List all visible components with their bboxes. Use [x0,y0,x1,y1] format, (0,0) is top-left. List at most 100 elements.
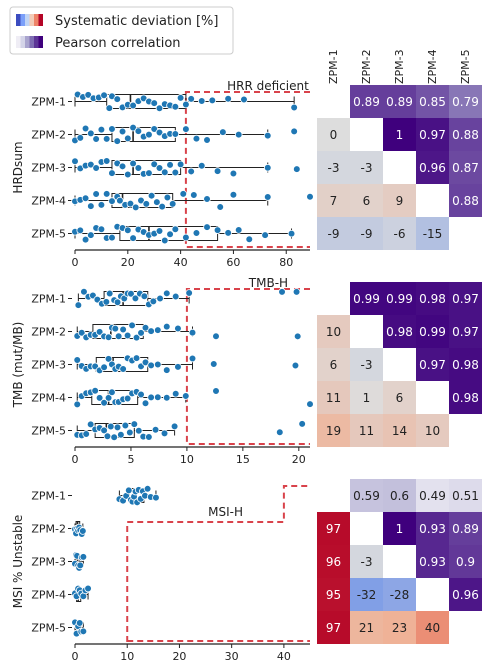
data-point [185,289,193,297]
heatmap-cell [383,184,416,217]
data-point [293,332,302,341]
data-point [108,125,116,133]
heatmap-cell [317,512,350,545]
data-point [145,130,153,139]
data-point [156,294,164,303]
heatmap-cell [416,479,449,512]
heatmap-cell-label: 21 [359,621,374,635]
data-point [104,355,113,363]
heatmap-cell-label: 0.97 [419,128,446,142]
heatmap-cell [416,348,449,381]
x-tick-label: 0 [72,650,79,663]
data-point [162,393,171,402]
heatmap-column-header: ZPM-2 [360,49,373,84]
data-point [113,423,122,432]
data-point [97,225,106,234]
data-point [124,486,133,495]
data-point [79,527,87,535]
heatmap-cell-label: -9 [328,227,340,241]
data-point [97,125,106,134]
data-point [123,331,132,340]
heatmap-cell [416,282,449,315]
data-point [212,387,220,395]
legend-swatch-segment [16,36,21,48]
data-point [155,128,164,137]
data-point [162,366,171,374]
x-tick-label: 20 [172,650,186,663]
data-point [137,196,145,205]
data-point [158,202,166,211]
legend-swatch-segment [38,36,43,48]
data-point [147,191,156,200]
data-point [182,100,190,109]
heatmap-column-header: ZPM-4 [426,49,439,84]
data-point [176,94,185,102]
row-label: ZPM-5 [31,228,66,241]
x-tick-label: 0 [72,256,79,269]
data-point [118,162,127,171]
x-tick-label: 20 [121,256,135,269]
heatmap-cell-label: 0.89 [386,95,413,109]
data-point [87,231,95,239]
heatmap-cell-label: 14 [392,424,407,438]
heatmap-cell-label: 0.51 [452,489,479,503]
data-point [74,301,83,309]
data-point [170,422,179,431]
heatmap-cell-label: -3 [361,555,373,569]
data-point [171,225,180,234]
data-point [152,493,160,502]
heatmap-cell-label: 0.97 [452,292,479,306]
heatmap-cell-label: 0.6 [390,489,409,503]
heatmap-cell-label: -3 [361,358,373,372]
data-point [103,432,112,440]
data-point [160,236,169,245]
heatmap-cell [383,414,416,447]
data-point [102,190,111,198]
data-point [129,234,137,242]
heatmap-cell-label: 1 [396,128,404,142]
heatmap-cell-label: -9 [361,227,373,241]
row-label: ZPM-3 [31,556,66,569]
heatmap-cell-label: 1 [396,522,404,536]
data-point [113,137,122,145]
data-point [147,361,155,370]
heatmap-cell [317,315,350,348]
data-point [187,167,195,176]
data-point [203,223,211,231]
data-point [134,164,143,172]
heatmap-cell-label: 0.87 [452,161,479,175]
data-point [150,160,159,169]
data-point [79,627,88,636]
heatmap-cell [383,118,416,151]
legend: Systematic deviation [%] Pearson correla… [9,6,234,55]
heatmap-cell-label: -6 [394,227,406,241]
heatmap-cell [416,512,449,545]
heatmap-cell [449,512,482,545]
heatmap-cell-label: 0 [330,128,338,142]
data-point [306,400,314,408]
data-point [87,202,95,210]
data-point [82,430,90,438]
data-point [188,328,197,337]
threshold-line [126,485,310,642]
data-point [163,193,172,202]
data-point [126,199,135,208]
data-point [80,287,88,296]
heatmap-cell [350,151,383,184]
row-label: ZPM-2 [31,326,66,339]
data-point [92,164,100,172]
heatmap-cell-label: -3 [361,161,373,175]
heatmap-cell [416,545,449,578]
data-point [208,96,217,105]
legend-swatch-deviation [16,14,43,26]
legend-frame [9,6,234,55]
heatmap-cell [350,578,383,611]
data-point [137,329,145,337]
data-point [105,104,114,112]
heatmap-cell [383,611,416,644]
data-point [263,163,272,172]
data-point [73,356,82,364]
data-point [224,94,232,103]
heatmap-cell-label: 0.96 [419,161,446,175]
heatmap-cell [317,217,350,250]
